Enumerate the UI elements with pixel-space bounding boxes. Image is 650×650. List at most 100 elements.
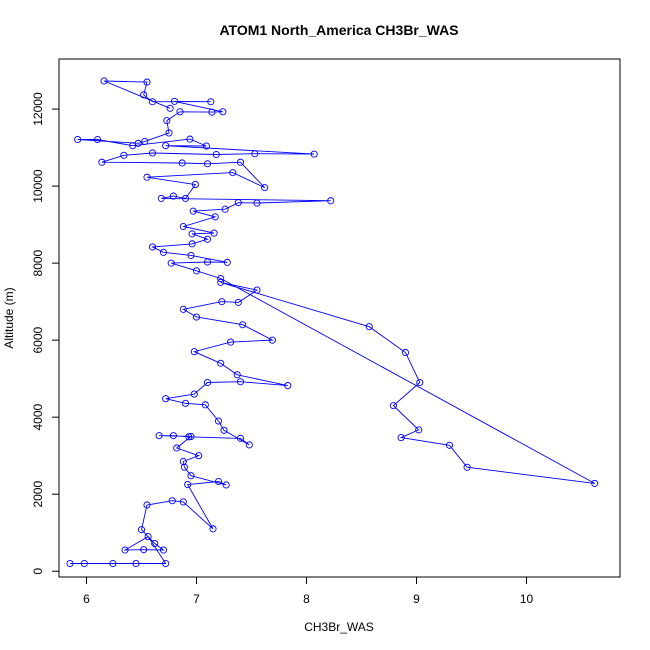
data-point xyxy=(268,336,276,344)
data-point xyxy=(209,525,217,533)
data-point xyxy=(253,286,261,294)
data-point xyxy=(80,559,88,568)
data-point xyxy=(148,243,157,251)
data-point xyxy=(151,539,159,548)
data-point xyxy=(261,184,269,192)
series-line xyxy=(70,80,595,564)
data-point xyxy=(401,348,410,357)
data-point xyxy=(217,278,225,286)
data-point xyxy=(169,432,177,440)
data-point xyxy=(201,401,209,409)
data-point xyxy=(233,371,241,379)
data-point xyxy=(203,160,212,168)
data-point xyxy=(134,139,142,147)
data-point xyxy=(210,229,218,237)
data-point xyxy=(178,159,186,167)
data-point xyxy=(223,258,231,266)
data-point xyxy=(202,142,210,150)
data-point xyxy=(74,135,82,144)
data-point xyxy=(190,348,198,356)
data-point xyxy=(207,98,215,106)
x-tick-label: 8 xyxy=(303,592,310,606)
data-point xyxy=(98,158,106,166)
data-point xyxy=(397,434,405,442)
y-tick-label: 4000 xyxy=(31,404,45,431)
data-point xyxy=(188,240,196,248)
data-point xyxy=(187,472,195,480)
data-point xyxy=(66,559,74,568)
data-point xyxy=(137,526,146,534)
data-point xyxy=(310,150,318,158)
x-tick-label: 10 xyxy=(520,592,534,606)
data-point xyxy=(239,321,247,329)
data-point xyxy=(143,501,151,509)
data-point xyxy=(143,78,151,86)
data-point xyxy=(179,305,187,313)
data-point xyxy=(445,441,454,449)
y-tick-label: 12000 xyxy=(31,92,45,126)
data-point xyxy=(173,444,181,452)
data-point xyxy=(365,323,373,331)
chart-title: ATOM1 North_America CH3Br_WAS xyxy=(219,22,458,38)
data-point xyxy=(236,158,245,166)
data-point xyxy=(159,546,168,554)
data-point xyxy=(143,173,151,181)
data-point xyxy=(203,378,212,387)
data-point xyxy=(222,481,230,489)
data-point xyxy=(416,378,424,387)
data-point xyxy=(203,258,212,266)
data-point xyxy=(121,546,129,554)
data-point xyxy=(168,497,176,505)
data-point xyxy=(188,230,196,238)
data-point xyxy=(214,417,223,425)
data-point xyxy=(148,149,157,157)
data-point xyxy=(100,77,108,85)
y-tick-label: 0 xyxy=(31,568,45,575)
data-point xyxy=(191,181,199,189)
data-point xyxy=(176,108,184,116)
data-point xyxy=(591,479,599,487)
data-point xyxy=(234,199,242,207)
data-point xyxy=(93,135,102,144)
data-point xyxy=(251,150,259,158)
data-point xyxy=(229,169,237,177)
data-point xyxy=(162,142,170,150)
data-point xyxy=(179,222,187,231)
x-axis-label: CH3Br_WAS xyxy=(304,620,374,634)
data-point xyxy=(203,235,212,243)
data-point xyxy=(389,402,397,410)
data-point xyxy=(186,135,194,143)
data-point xyxy=(165,129,173,137)
y-tick-label: 8000 xyxy=(31,249,45,276)
data-point xyxy=(169,192,177,200)
data-point xyxy=(217,359,225,367)
data-point xyxy=(214,477,223,486)
data-point xyxy=(179,498,187,506)
data-point xyxy=(148,98,157,106)
y-tick-label: 2000 xyxy=(31,481,45,508)
data-point xyxy=(221,205,229,213)
data-point xyxy=(219,108,227,116)
data-point xyxy=(159,248,168,256)
x-tick-label: 6 xyxy=(83,592,90,606)
data-point xyxy=(157,194,165,202)
data-point xyxy=(120,151,128,159)
data-point xyxy=(163,117,171,125)
data-point xyxy=(220,426,228,434)
data-point xyxy=(211,213,219,221)
data-point xyxy=(155,432,163,440)
data-point xyxy=(162,559,170,568)
data-point xyxy=(218,298,226,306)
data-point xyxy=(132,559,140,568)
data-point xyxy=(227,338,235,346)
data-point xyxy=(179,457,187,466)
data-point xyxy=(162,395,170,403)
data-point xyxy=(192,313,201,321)
data-point xyxy=(181,399,190,407)
data-point xyxy=(181,194,190,202)
x-tick-label: 9 xyxy=(413,592,420,606)
x-tick-label: 7 xyxy=(193,592,200,606)
data-point xyxy=(192,267,201,275)
y-tick-label: 10000 xyxy=(31,169,45,203)
